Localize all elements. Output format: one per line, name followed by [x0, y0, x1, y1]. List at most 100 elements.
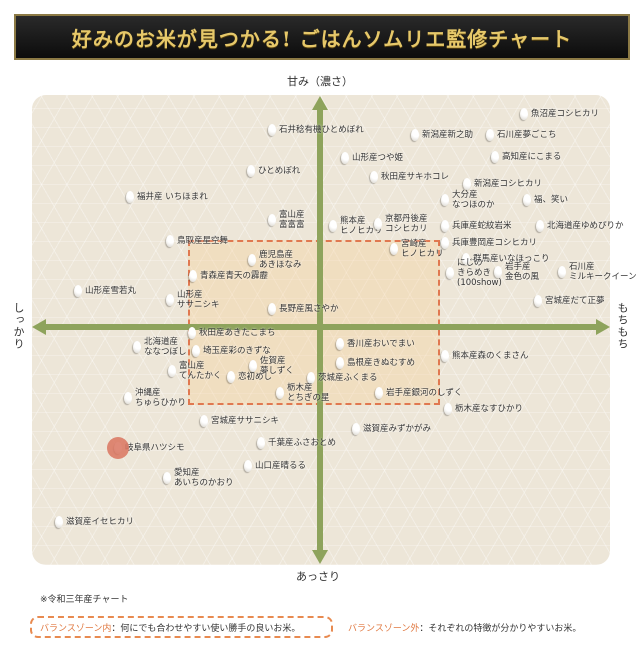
- rice-item-label: 群馬産いなほっこり: [473, 254, 550, 264]
- rice-item-label: 新潟産コシヒカリ: [474, 179, 543, 189]
- rice-grain-icon: [133, 341, 141, 353]
- rice-grain-icon: [534, 295, 542, 307]
- rice-grain-icon: [441, 220, 449, 232]
- rice-item: 青森産青天の霹靂: [189, 270, 268, 282]
- rice-grain-icon: [463, 178, 471, 190]
- rice-item-label: 鳥取産星空舞: [177, 236, 229, 246]
- rice-item: 鹿児島産 あきほなみ: [248, 250, 302, 270]
- rice-item-label: 熊本産 ヒノヒカリ: [340, 216, 383, 236]
- rice-item: 滋賀産イセヒカリ: [55, 516, 134, 528]
- rice-item-label: 福、笑い: [534, 195, 569, 205]
- rice-grain-icon: [107, 437, 129, 459]
- rice-item: 岩手産 金色の風: [494, 262, 539, 282]
- rice-item: 茨城産ふくまる: [307, 372, 378, 384]
- rice-item-label: 岐阜県ハツシモ: [125, 443, 185, 453]
- rice-item-label: 沖縄産 ちゅらひかり: [135, 388, 187, 408]
- rice-item: 兵庫産蛇紋岩米: [441, 220, 512, 232]
- rice-item: 石川産 ミルキークイーン: [558, 262, 637, 282]
- rice-grain-icon: [329, 220, 337, 232]
- rice-item-label: 茨城産ふくまる: [318, 373, 378, 383]
- rice-item-label: 山形産 ササニシキ: [177, 290, 220, 310]
- rice-item: 栃木産なすひかり: [444, 403, 523, 415]
- footnote: ※令和三年産チャート: [40, 595, 129, 605]
- rice-grain-icon: [166, 235, 174, 247]
- highlight-marker: [107, 437, 129, 459]
- rice-item-label: 滋賀産みずかがみ: [363, 424, 432, 434]
- rice-item: 北海道産 ななつぼし: [133, 337, 187, 357]
- rice-item: 熊本産 ヒノヒカリ: [329, 216, 383, 236]
- rice-item-label: 富山産 てんたかく: [179, 361, 222, 381]
- legend-outside-zone: バランスゾーン外：それぞれの特徴が分かりやすいお米。: [348, 621, 581, 634]
- rice-item: 沖縄産 ちゅらひかり: [124, 388, 186, 408]
- rice-item: 山形産 ササニシキ: [166, 290, 220, 310]
- axis-label-top: 甘み（濃さ）: [287, 75, 353, 88]
- rice-item: 岐阜県ハツシモ: [107, 437, 185, 459]
- rice-item: 京都丹後産 コシヒカリ: [374, 214, 428, 234]
- rice-item: 恋初めし: [227, 371, 272, 383]
- rice-grain-icon: [520, 108, 528, 120]
- rice-item: 魚沼産コシヒカリ: [520, 108, 599, 120]
- rice-grain-icon: [441, 194, 449, 206]
- rice-item-label: 福井産 いちほまれ: [137, 192, 208, 202]
- rice-item-label: 石川産 ミルキークイーン: [569, 262, 637, 282]
- legend-outside-text: ：それぞれの特徴が分かりやすいお米。: [419, 624, 582, 634]
- rice-item: 香川産おいでまい: [336, 338, 415, 350]
- rice-item-label: ひとめぼれ: [258, 166, 301, 176]
- rice-item-label: 島根産きぬむすめ: [347, 358, 416, 368]
- rice-item-label: 北海道産ゆめぴりか: [547, 221, 624, 231]
- rice-item: 宮崎産 ヒノヒカリ: [390, 239, 444, 259]
- rice-item: 愛知産 あいちのかおり: [163, 468, 234, 488]
- rice-item: 千葉産ふさおとめ: [257, 437, 336, 449]
- rice-item-label: 佐賀産 夢しずく: [260, 356, 294, 376]
- rice-item-label: 兵庫豊岡産コシヒカリ: [452, 238, 538, 248]
- rice-item-label: 岩手産銀河のしずく: [386, 388, 463, 398]
- horizontal-axis: [42, 324, 598, 330]
- rice-grain-icon: [341, 152, 349, 164]
- rice-item-label: 秋田産サキホコレ: [381, 172, 450, 182]
- rice-grain-icon: [200, 415, 208, 427]
- rice-item: 熊本産森のくまさん: [441, 350, 529, 362]
- rice-grain-icon: [189, 270, 197, 282]
- rice-grain-icon: [462, 253, 470, 265]
- rice-item: 新潟産コシヒカリ: [463, 178, 542, 190]
- rice-item-label: 高知産にこまる: [502, 152, 562, 162]
- rice-item: 富山産 富富富: [268, 210, 305, 230]
- rice-grain-icon: [166, 294, 174, 306]
- rice-item: 大分産 なつほのか: [441, 190, 495, 210]
- rice-item-label: 青森産青天の霹靂: [200, 271, 269, 281]
- rice-item: 宮城産ササニシキ: [200, 415, 279, 427]
- rice-grain-icon: [247, 165, 255, 177]
- title-banner: 好みのお米が見つかる! ごはんソムリエ監修チャート: [14, 14, 630, 60]
- rice-item-label: 大分産 なつほのか: [452, 190, 495, 210]
- rice-item: 山形産雪若丸: [74, 285, 136, 297]
- rice-item: 長野産風さやか: [268, 303, 339, 315]
- rice-item-label: 新潟産新之助: [422, 130, 474, 140]
- rice-grain-icon: [163, 472, 171, 484]
- rice-grain-icon: [374, 218, 382, 230]
- rice-grain-icon: [227, 371, 235, 383]
- axis-label-bottom: あっさり: [296, 570, 340, 583]
- rice-item-label: 宮城産ササニシキ: [211, 416, 280, 426]
- rice-grain-icon: [352, 423, 360, 435]
- rice-item-label: 山形産つや姫: [352, 153, 404, 163]
- rice-grain-icon: [370, 171, 378, 183]
- rice-grain-icon: [411, 129, 419, 141]
- rice-item-label: 鹿児島産 あきほなみ: [259, 250, 302, 270]
- rice-grain-icon: [441, 237, 449, 249]
- legend-outside-label: バランスゾーン外: [348, 624, 420, 634]
- rice-grain-icon: [336, 338, 344, 350]
- legend-inside-zone: バランスゾーン内 ：何にでも合わせやすい使い勝手の良いお米。: [30, 616, 333, 638]
- rice-grain-icon: [126, 191, 134, 203]
- rice-grain-icon: [486, 129, 494, 141]
- rice-item-label: 熊本産森のくまさん: [452, 351, 529, 361]
- arrow-right-icon: [596, 319, 610, 335]
- rice-item-label: 京都丹後産 コシヒカリ: [385, 214, 428, 234]
- rice-grain-icon: [494, 266, 502, 278]
- rice-grain-icon: [124, 392, 132, 404]
- rice-item: にじの きらめき (100show): [446, 258, 502, 288]
- rice-item: 岩手産銀河のしずく: [375, 387, 462, 399]
- rice-item: 秋田産サキホコレ: [370, 171, 449, 183]
- rice-item: 高知産にこまる: [491, 151, 561, 163]
- rice-grain-icon: [446, 267, 454, 279]
- rice-item: 秋田産あきたこまち: [188, 327, 276, 339]
